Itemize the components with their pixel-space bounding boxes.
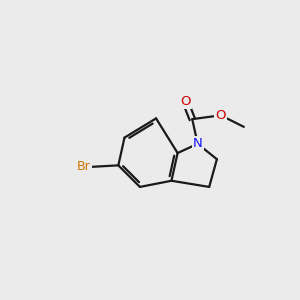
Text: N: N — [193, 137, 202, 150]
Text: Br: Br — [77, 160, 91, 173]
Text: O: O — [215, 109, 226, 122]
Text: O: O — [180, 95, 190, 108]
